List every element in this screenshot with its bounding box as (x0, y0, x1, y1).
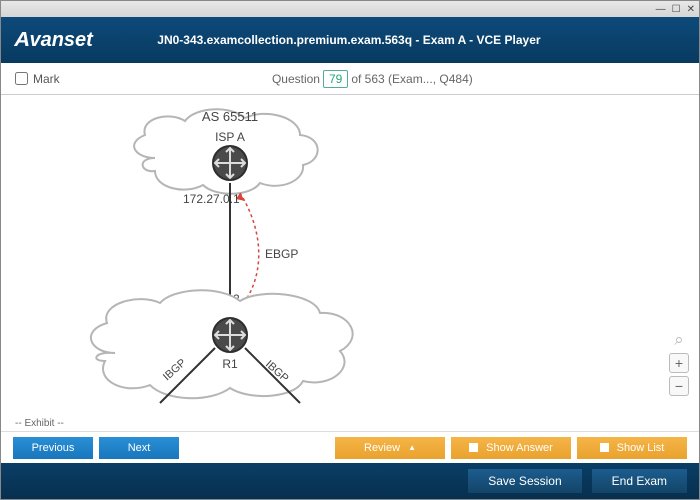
end-exam-button[interactable]: End Exam (592, 469, 687, 493)
save-session-button[interactable]: Save Session (468, 469, 581, 493)
logo: Avanset (15, 29, 93, 52)
previous-button[interactable]: Previous (13, 437, 93, 459)
ip-top: 172.27.0.1 (183, 192, 240, 206)
header-title: JN0-343.examcollection.premium.exam.563q… (93, 33, 605, 47)
review-button[interactable]: Review (335, 437, 445, 459)
isp-cloud: AS 65511 ISP A (134, 109, 318, 194)
nav-button-bar: Previous Next Review Show Answer Show Li… (1, 431, 699, 463)
ebgp-label: EBGP (265, 247, 298, 261)
zoom-reset-icon[interactable]: ⌕ (669, 330, 689, 350)
minimize-icon[interactable]: — (656, 4, 666, 15)
show-list-button[interactable]: Show List (577, 437, 687, 459)
question-prefix: Question (272, 72, 320, 86)
mark-label: Mark (33, 72, 60, 86)
show-answer-button[interactable]: Show Answer (451, 437, 571, 459)
zoom-out-button[interactable]: − (669, 376, 689, 396)
r1-label: R1 (222, 357, 238, 371)
question-suffix: of 563 (Exam..., Q484) (351, 72, 472, 86)
zoom-in-button[interactable]: + (669, 353, 689, 373)
next-button[interactable]: Next (99, 437, 179, 459)
question-bar: Mark Question 79 of 563 (Exam..., Q484) (1, 63, 699, 95)
ebgp-curve (240, 193, 259, 308)
header: Avanset JN0-343.examcollection.premium.e… (1, 17, 699, 63)
app-window: — ☐ ✕ Avanset JN0-343.examcollection.pre… (0, 0, 700, 500)
as-label: AS 65511 (202, 109, 258, 124)
zoom-controls: ⌕ + − (669, 330, 689, 396)
mark-checkbox[interactable] (15, 72, 28, 85)
titlebar: — ☐ ✕ (1, 1, 699, 17)
r1-cloud: R1 IBGP IBGP (91, 290, 353, 403)
network-diagram: AS 65511 ISP A 172.27 (55, 103, 415, 413)
question-number: 79 (323, 70, 348, 88)
isp-label: ISP A (215, 130, 245, 144)
exhibit-label: -- Exhibit -- (1, 416, 699, 431)
session-button-bar: Save Session End Exam (1, 463, 699, 499)
close-icon[interactable]: ✕ (687, 4, 695, 15)
content-area: AS 65511 ISP A 172.27 (1, 95, 699, 416)
maximize-icon[interactable]: ☐ (672, 4, 681, 15)
